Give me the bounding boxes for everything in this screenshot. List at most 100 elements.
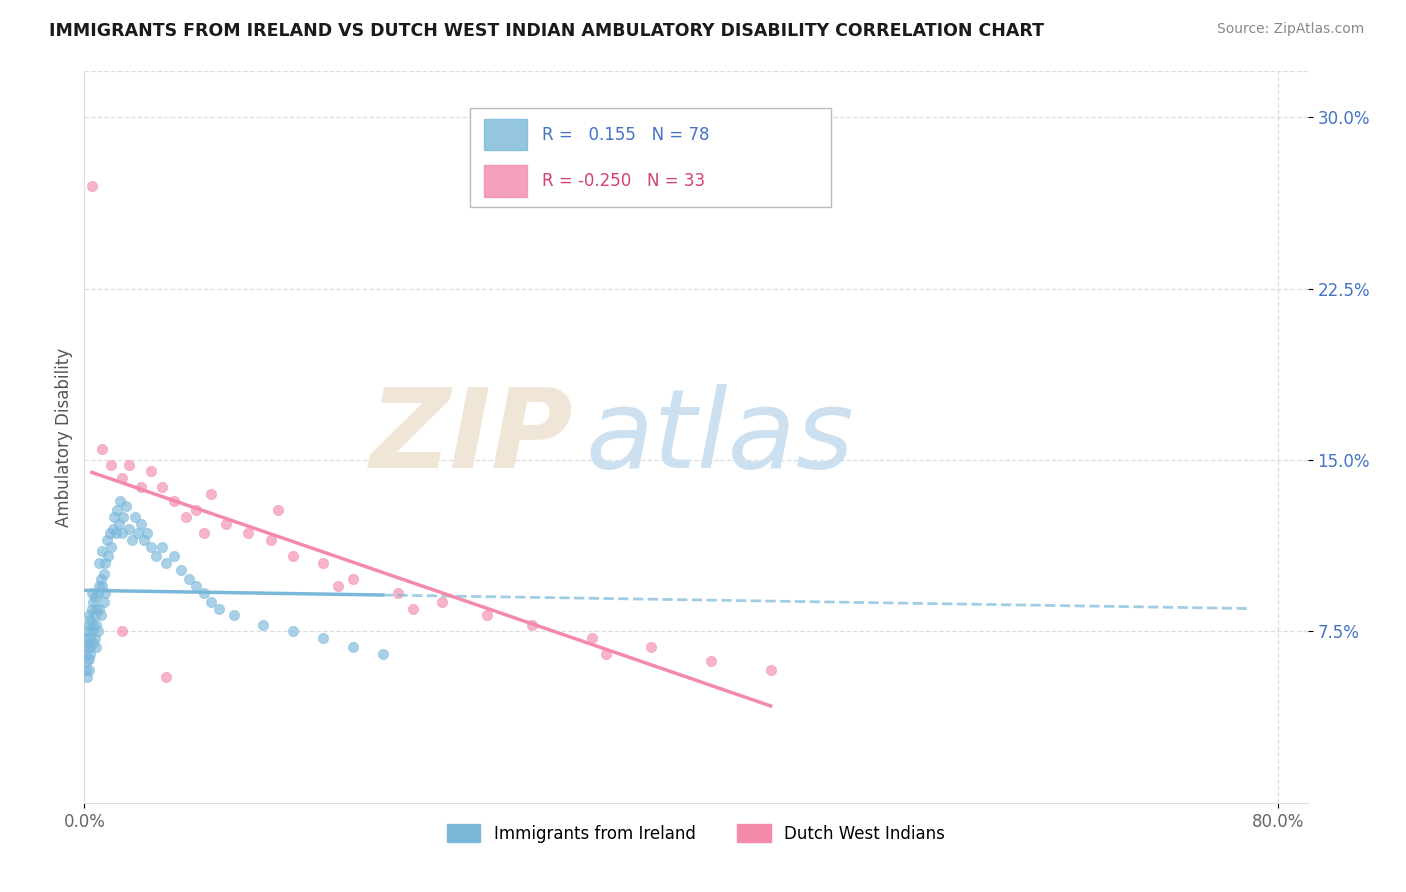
Point — [89, 601, 111, 615]
Point — [77, 617, 100, 632]
Point — [432, 595, 454, 609]
Point — [121, 533, 143, 547]
Point — [75, 632, 97, 646]
Point — [207, 601, 229, 615]
Text: Source: ZipAtlas.com: Source: ZipAtlas.com — [1216, 22, 1364, 37]
Point — [145, 549, 167, 563]
Point — [215, 516, 238, 531]
Point — [75, 663, 97, 677]
Point — [115, 499, 138, 513]
Point — [108, 494, 131, 508]
Point — [76, 654, 98, 668]
Point — [87, 624, 110, 639]
Point — [82, 636, 104, 650]
Point — [700, 654, 723, 668]
Point — [127, 526, 149, 541]
Point — [326, 579, 349, 593]
Point — [136, 526, 159, 541]
Point — [90, 608, 112, 623]
Point — [387, 585, 409, 599]
Point — [283, 549, 305, 563]
Point — [79, 647, 101, 661]
Point — [87, 585, 110, 599]
Point — [94, 556, 117, 570]
Point — [83, 590, 105, 604]
Point — [371, 647, 394, 661]
Point — [111, 471, 134, 485]
Point — [163, 494, 186, 508]
Point — [105, 503, 128, 517]
Point — [77, 663, 100, 677]
Point — [91, 442, 114, 456]
Point — [91, 579, 114, 593]
Point — [80, 585, 103, 599]
Point — [98, 526, 121, 541]
Point — [150, 480, 173, 494]
Point — [76, 624, 98, 639]
Point — [79, 632, 101, 646]
Point — [89, 579, 111, 593]
Point — [520, 617, 543, 632]
Point — [83, 608, 105, 623]
Point — [150, 540, 173, 554]
Point — [186, 579, 208, 593]
Point — [76, 640, 98, 655]
Point — [112, 510, 135, 524]
Point — [79, 640, 101, 655]
Point — [124, 510, 146, 524]
Point — [342, 640, 364, 655]
Point — [77, 608, 100, 623]
Point — [97, 549, 120, 563]
Point — [200, 487, 222, 501]
Point — [170, 563, 193, 577]
Point — [581, 632, 603, 646]
Point — [132, 533, 155, 547]
Point — [759, 663, 782, 677]
Y-axis label: Ambulatory Disability: Ambulatory Disability — [55, 348, 73, 526]
Point — [79, 613, 101, 627]
Point — [83, 632, 105, 646]
Point — [595, 647, 617, 661]
Point — [76, 670, 98, 684]
Point — [100, 540, 122, 554]
Point — [163, 549, 186, 563]
Point — [267, 503, 290, 517]
Point — [107, 516, 129, 531]
Point — [84, 601, 107, 615]
Point — [82, 617, 104, 632]
Point — [640, 640, 662, 655]
Point — [104, 526, 127, 541]
Text: IMMIGRANTS FROM IRELAND VS DUTCH WEST INDIAN AMBULATORY DISABILITY CORRELATION C: IMMIGRANTS FROM IRELAND VS DUTCH WEST IN… — [49, 22, 1045, 40]
Point — [222, 608, 245, 623]
Point — [111, 526, 134, 541]
Point — [252, 617, 274, 632]
Point — [193, 526, 215, 541]
Point — [94, 585, 117, 599]
Point — [312, 556, 335, 570]
Point — [91, 544, 114, 558]
Point — [238, 526, 260, 541]
Point — [283, 624, 305, 639]
Point — [100, 458, 122, 472]
Point — [118, 458, 141, 472]
Point — [80, 601, 103, 615]
Point — [80, 178, 103, 193]
Point — [90, 572, 112, 586]
Point — [401, 601, 423, 615]
Point — [260, 533, 283, 547]
Point — [200, 595, 222, 609]
Point — [82, 595, 104, 609]
Point — [177, 572, 200, 586]
Point — [80, 624, 103, 639]
Point — [174, 510, 197, 524]
Point — [77, 636, 100, 650]
Point — [111, 624, 134, 639]
Point — [118, 521, 141, 535]
Point — [155, 556, 177, 570]
Point — [84, 640, 107, 655]
Point — [96, 533, 118, 547]
Point — [75, 647, 97, 661]
Point — [77, 652, 100, 666]
Point — [312, 632, 335, 646]
Point — [93, 567, 115, 582]
